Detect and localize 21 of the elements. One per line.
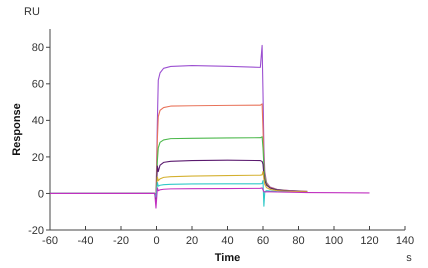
x-tick-label: 80	[292, 235, 305, 247]
x-tick-label: -40	[78, 235, 94, 247]
y-tick-label: 80	[32, 42, 44, 54]
text: RU	[24, 6, 40, 18]
x-tick-label: 40	[221, 235, 234, 247]
text: s	[406, 252, 412, 264]
x-tick-label: 100	[324, 235, 344, 247]
x-axis-title: Time	[214, 252, 240, 264]
y-tick-label: 60	[32, 78, 44, 91]
y-tick-label: 0	[38, 188, 44, 200]
x-tick-label: -60	[42, 235, 58, 247]
y-tick-label: 20	[32, 152, 44, 164]
x-tick-label: 60	[256, 235, 270, 247]
y-axis-title: Response	[11, 103, 23, 156]
x-tick-label: 0	[153, 235, 160, 247]
y-tick-label: 40	[32, 115, 44, 128]
x-tick-label: 120	[360, 235, 379, 247]
x-tick-label: 20	[186, 235, 198, 247]
y-tick-label: -20	[28, 224, 44, 237]
x-tick-label: -20	[113, 235, 129, 247]
x-tick-label: 140	[396, 235, 414, 247]
